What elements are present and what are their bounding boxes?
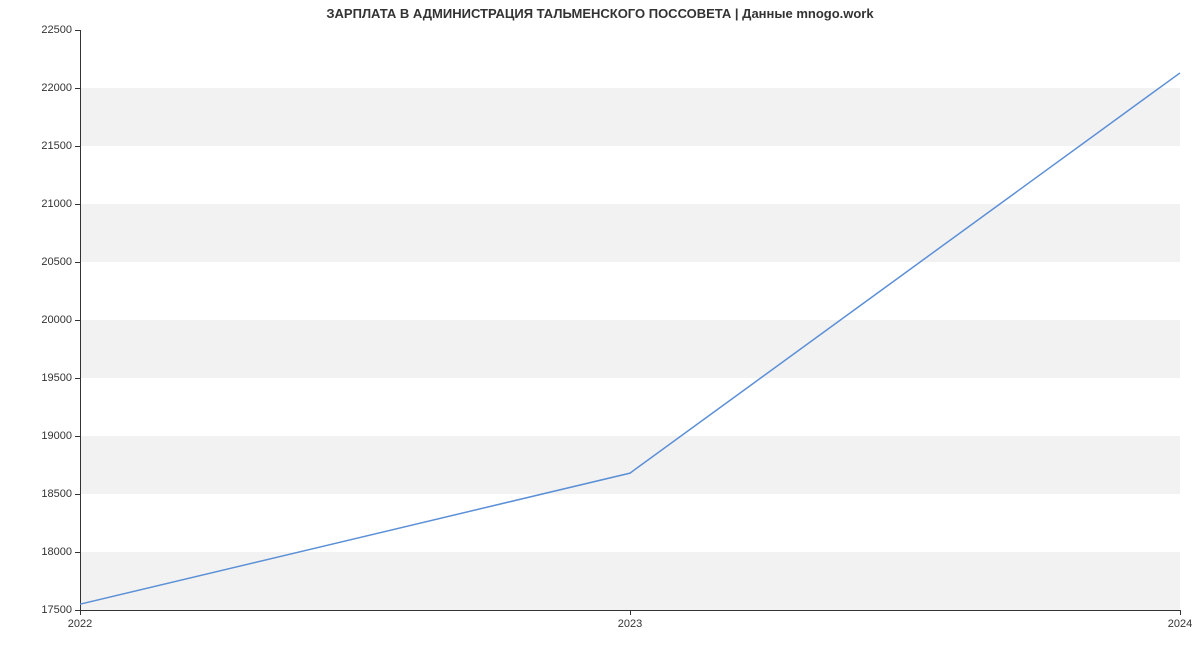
y-tick-label: 22500 [30, 24, 72, 36]
x-tick-mark [80, 610, 81, 615]
x-tick-label: 2022 [68, 618, 92, 630]
y-tick-label: 21500 [30, 140, 72, 152]
x-tick-mark [1180, 610, 1181, 615]
y-tick-label: 21000 [30, 198, 72, 210]
chart-title: ЗАРПЛАТА В АДМИНИСТРАЦИЯ ТАЛЬМЕНСКОГО ПО… [0, 6, 1200, 21]
series-line [80, 73, 1180, 604]
y-tick-label: 20500 [30, 256, 72, 268]
y-tick-label: 18500 [30, 488, 72, 500]
y-tick-label: 19000 [30, 430, 72, 442]
y-tick-label: 22000 [30, 82, 72, 94]
y-tick-label: 20000 [30, 314, 72, 326]
x-tick-label: 2023 [618, 618, 642, 630]
plot-area: 1750018000185001900019500200002050021000… [80, 30, 1180, 610]
y-tick-label: 18000 [30, 546, 72, 558]
y-tick-label: 19500 [30, 372, 72, 384]
x-tick-mark [630, 610, 631, 615]
line-layer [80, 30, 1180, 610]
chart-container: ЗАРПЛАТА В АДМИНИСТРАЦИЯ ТАЛЬМЕНСКОГО ПО… [0, 0, 1200, 650]
y-tick-label: 17500 [30, 604, 72, 616]
x-tick-label: 2024 [1168, 618, 1192, 630]
